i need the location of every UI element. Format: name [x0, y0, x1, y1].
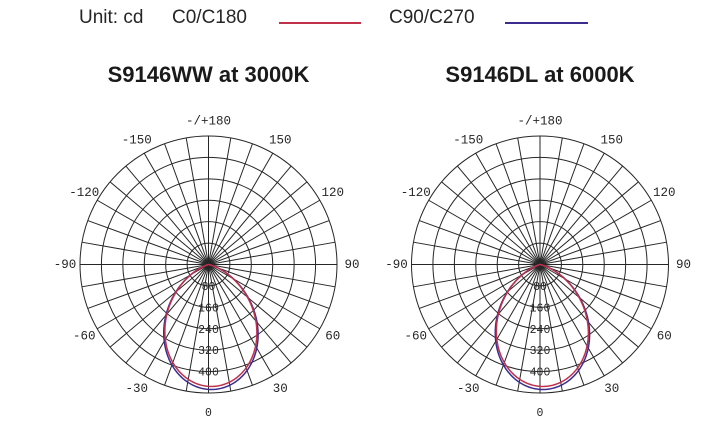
svg-text:0: 0	[205, 407, 212, 420]
svg-text:150: 150	[600, 134, 623, 148]
svg-text:-120: -120	[401, 186, 431, 200]
svg-text:240: 240	[530, 324, 551, 337]
svg-text:60: 60	[325, 330, 340, 344]
svg-text:120: 120	[322, 186, 345, 200]
svg-text:30: 30	[273, 382, 288, 396]
svg-text:-120: -120	[69, 186, 99, 200]
svg-text:80: 80	[202, 281, 216, 294]
svg-text:120: 120	[653, 186, 676, 200]
svg-text:320: 320	[198, 345, 219, 358]
svg-text:-30: -30	[457, 382, 480, 396]
svg-text:0: 0	[537, 407, 544, 420]
svg-text:90: 90	[676, 258, 691, 272]
svg-text:400: 400	[530, 367, 551, 380]
svg-text:160: 160	[198, 302, 219, 315]
svg-text:320: 320	[530, 345, 551, 358]
svg-text:-90: -90	[54, 258, 77, 272]
svg-text:80: 80	[533, 281, 547, 294]
svg-text:-60: -60	[404, 330, 427, 344]
svg-text:-150: -150	[122, 134, 152, 148]
svg-text:30: 30	[604, 382, 619, 396]
svg-text:-/+180: -/+180	[517, 114, 562, 128]
svg-text:-90: -90	[385, 258, 408, 272]
svg-text:-30: -30	[125, 382, 148, 396]
svg-text:160: 160	[530, 302, 551, 315]
svg-text:400: 400	[198, 367, 219, 380]
svg-text:-/+180: -/+180	[186, 114, 231, 128]
svg-text:60: 60	[657, 330, 672, 344]
svg-text:-60: -60	[73, 330, 96, 344]
svg-text:90: 90	[344, 258, 359, 272]
svg-text:240: 240	[198, 324, 219, 337]
svg-text:150: 150	[269, 134, 292, 148]
svg-text:-150: -150	[453, 134, 483, 148]
